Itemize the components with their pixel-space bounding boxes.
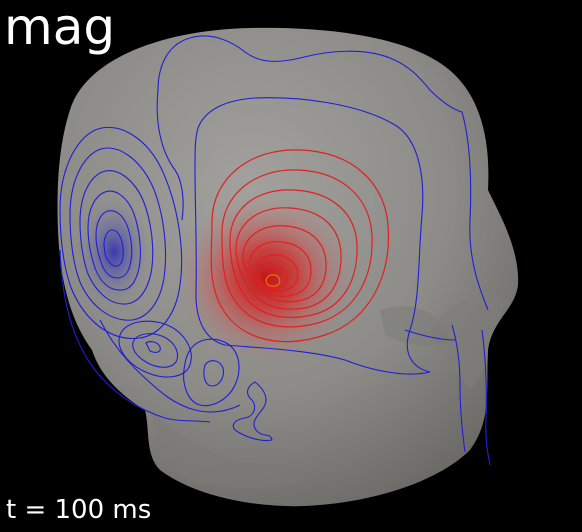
view-title: mag xyxy=(4,0,116,56)
field-blobs xyxy=(76,193,356,363)
time-label: t = 100 ms xyxy=(6,495,152,525)
positive-contours xyxy=(210,149,390,343)
negative-contours xyxy=(59,35,491,466)
